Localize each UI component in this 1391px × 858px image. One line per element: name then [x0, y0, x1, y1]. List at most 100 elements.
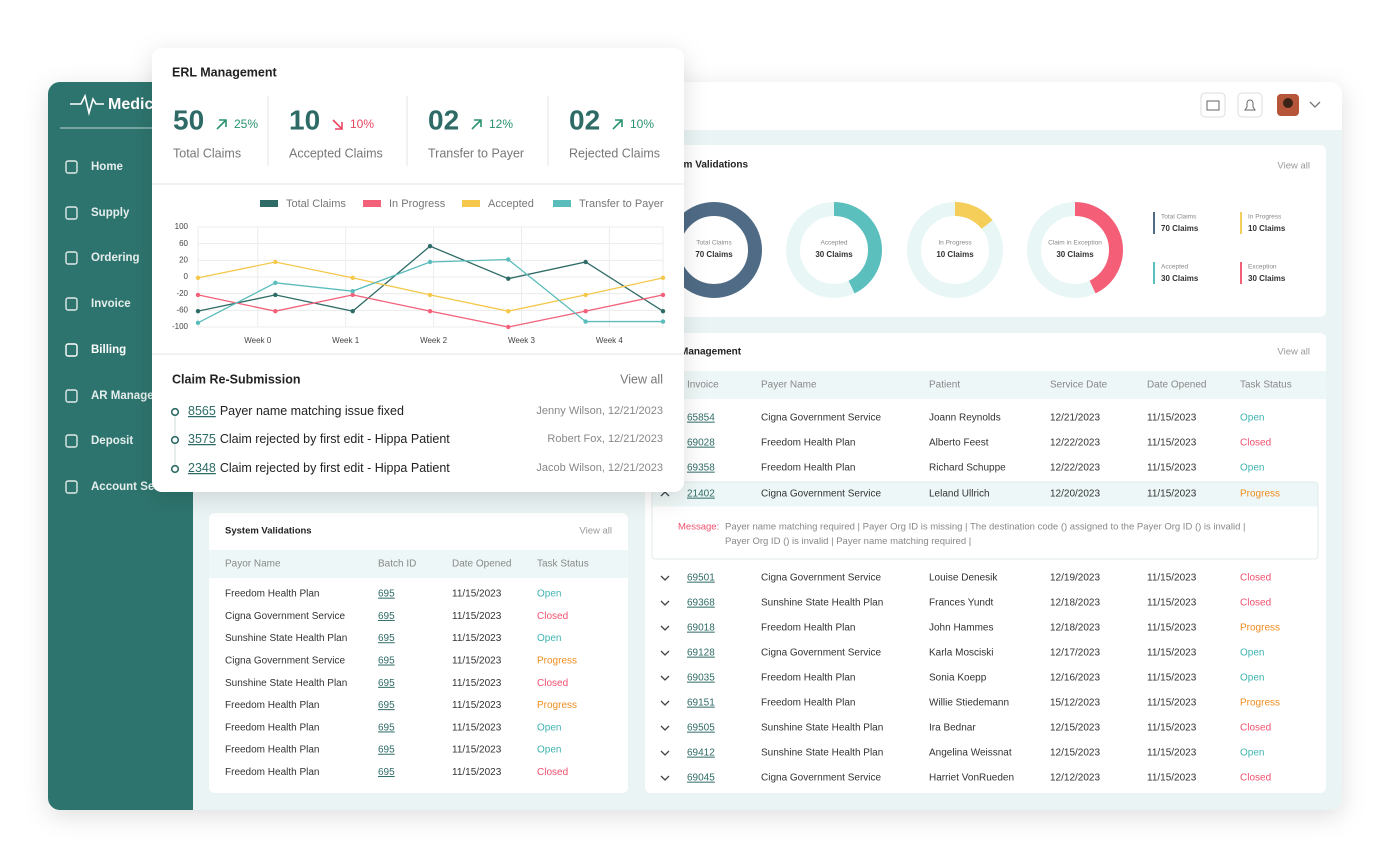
- table-cell: 11/15/2023: [1147, 438, 1197, 449]
- table-cell: 11/15/2023: [452, 767, 502, 778]
- invoice-link[interactable]: 21402: [687, 489, 715, 500]
- invoice-link[interactable]: 69128: [687, 648, 715, 659]
- invoice-link[interactable]: 69018: [687, 623, 715, 634]
- batch-link[interactable]: 695: [378, 722, 395, 733]
- invoice-link[interactable]: 69035: [687, 673, 715, 684]
- batch-link[interactable]: 695: [378, 767, 395, 778]
- panel-title: em Validations: [678, 160, 748, 171]
- claim-link[interactable]: 8565: [188, 404, 216, 418]
- table-cell: Cigna Government Service: [761, 573, 881, 584]
- invoice-link[interactable]: 69045: [687, 773, 715, 784]
- invoice-link[interactable]: 69028: [687, 438, 715, 449]
- invoice-link[interactable]: 69368: [687, 598, 715, 609]
- nav-item[interactable]: Account Se: [91, 481, 154, 493]
- series-point: [660, 275, 666, 281]
- legend-swatch: [1240, 262, 1242, 284]
- notification-button[interactable]: [1237, 92, 1263, 118]
- series-point: [350, 288, 355, 294]
- donut-label: Total Claims: [696, 240, 732, 247]
- donut-value: 70 Claims: [695, 250, 733, 259]
- column-header: Task Status: [537, 559, 589, 570]
- panel-title: System Validations: [225, 526, 312, 537]
- y-tick-label: 20: [179, 255, 188, 264]
- batch-link[interactable]: 695: [378, 745, 395, 756]
- table-cell: Sunshine State Health Plan: [761, 598, 883, 609]
- batch-link[interactable]: 695: [378, 700, 395, 711]
- nav-item[interactable]: Ordering: [91, 252, 140, 264]
- legend-value: 10 Claims: [1248, 224, 1286, 233]
- gift-button[interactable]: [1200, 92, 1226, 118]
- table-cell: 12/18/2023: [1050, 623, 1100, 634]
- batch-link[interactable]: 695: [378, 589, 395, 600]
- task-status: Progress: [1240, 698, 1280, 709]
- resubmission-meta: Robert Fox, 12/21/2023: [547, 433, 663, 445]
- row-chevron[interactable]: [660, 575, 670, 581]
- table-cell: 12/18/2023: [1050, 598, 1100, 609]
- nav-item[interactable]: Supply: [91, 207, 130, 219]
- invoice-link[interactable]: 69501: [687, 573, 715, 584]
- task-status: Progress: [1240, 623, 1280, 634]
- row-chevron[interactable]: [660, 600, 670, 606]
- view-all-link[interactable]: View all: [579, 526, 612, 537]
- table-cell: 11/15/2023: [1147, 698, 1197, 709]
- invoice-link[interactable]: 65854: [687, 413, 715, 424]
- table-cell: 12/20/2023: [1050, 489, 1100, 500]
- column-header: Invoice: [687, 380, 719, 391]
- table-cell: Cigna Government Service: [225, 656, 345, 667]
- batch-link[interactable]: 695: [378, 656, 395, 667]
- row-chevron[interactable]: [660, 700, 670, 706]
- row-chevron[interactable]: [660, 775, 670, 781]
- table-cell: Sunshine State Health Plan: [761, 748, 883, 759]
- nav-icon: [65, 297, 78, 311]
- avatar-face: [1283, 98, 1293, 108]
- legend-swatch: [1153, 212, 1155, 234]
- stat-value: 10: [289, 104, 320, 135]
- row-chevron[interactable]: [660, 725, 670, 731]
- batch-link[interactable]: 695: [378, 678, 395, 689]
- y-tick-label: -20: [176, 289, 188, 298]
- table-cell: 11/15/2023: [1147, 673, 1197, 684]
- nav-item[interactable]: Billing: [91, 344, 126, 356]
- nav-item[interactable]: AR Manage: [91, 390, 154, 402]
- view-all-link[interactable]: View all: [1277, 347, 1310, 358]
- legend-swatch: [1153, 262, 1155, 284]
- nav-item[interactable]: Deposit: [91, 435, 133, 447]
- message-label: Message:: [678, 522, 719, 533]
- legend-label: In Progress: [389, 198, 446, 210]
- row-chevron[interactable]: [660, 750, 670, 756]
- column-header: Payor Name: [225, 559, 281, 570]
- profile-menu-chevron[interactable]: [1309, 101, 1321, 108]
- invoice-link[interactable]: 69505: [687, 723, 715, 734]
- table-cell: 11/15/2023: [1147, 573, 1197, 584]
- task-status: Open: [1240, 748, 1264, 759]
- row-chevron[interactable]: [660, 650, 670, 656]
- invoice-link[interactable]: 69358: [687, 463, 715, 474]
- legend-swatch: [1240, 212, 1242, 234]
- invoice-link[interactable]: 69412: [687, 748, 715, 759]
- series-point: [273, 308, 278, 314]
- table-cell: Ira Bednar: [929, 723, 976, 734]
- series-point: [660, 292, 666, 298]
- table-cell: Cigna Government Service: [761, 413, 881, 424]
- table-cell: Sunshine State Health Plan: [225, 678, 347, 689]
- claim-link[interactable]: 2348: [188, 461, 216, 475]
- view-all-link[interactable]: View all: [1277, 161, 1310, 172]
- resubmission-item: 8565 Payer name matching issue fixed: [188, 404, 404, 418]
- nav-item[interactable]: Invoice: [91, 298, 131, 310]
- x-tick-label: Week 2: [420, 336, 448, 345]
- stat-value: 02: [569, 104, 600, 135]
- invoice-link[interactable]: 69151: [687, 698, 715, 709]
- batch-link[interactable]: 695: [378, 611, 395, 622]
- batch-link[interactable]: 695: [378, 633, 395, 644]
- trend-arrow: [216, 119, 227, 130]
- table-cell: Cigna Government Service: [761, 773, 881, 784]
- gift-icon: [1206, 100, 1220, 111]
- task-status: Open: [537, 745, 561, 756]
- nav-item[interactable]: Home: [91, 161, 123, 173]
- claim-link[interactable]: 3575: [188, 432, 216, 446]
- table-cell: 11/15/2023: [1147, 463, 1197, 474]
- row-chevron[interactable]: [660, 675, 670, 681]
- row-chevron[interactable]: [660, 625, 670, 631]
- legend-value: 70 Claims: [1161, 224, 1199, 233]
- view-all-link[interactable]: View all: [620, 372, 663, 386]
